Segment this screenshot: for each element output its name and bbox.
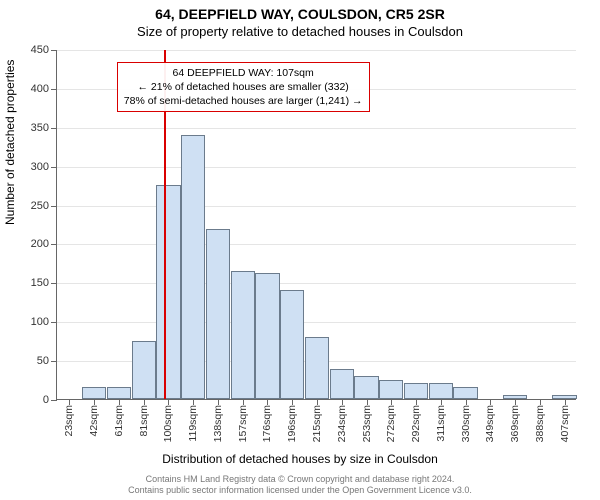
y-tick: [51, 283, 57, 284]
histogram-bar: [206, 229, 230, 399]
y-tick-label: 100: [31, 316, 49, 328]
gridline: [57, 167, 576, 168]
x-tick-label: 311sqm: [435, 405, 447, 442]
chart-title-line2: Size of property relative to detached ho…: [0, 22, 600, 39]
x-axis-title: Distribution of detached houses by size …: [0, 452, 600, 466]
histogram-bar: [255, 273, 279, 399]
gridline: [57, 283, 576, 284]
y-tick-label: 50: [37, 355, 49, 367]
y-tick: [51, 244, 57, 245]
x-tick-label: 61sqm: [113, 405, 125, 437]
chart-title-line1: 64, DEEPFIELD WAY, COULSDON, CR5 2SR: [0, 0, 600, 22]
histogram-bar: [305, 337, 329, 399]
y-tick: [51, 400, 57, 401]
y-tick-label: 200: [31, 238, 49, 250]
x-tick-label: 330sqm: [460, 405, 472, 442]
gridline: [57, 322, 576, 323]
x-tick-label: 369sqm: [509, 405, 521, 442]
gridline: [57, 244, 576, 245]
gridline: [57, 206, 576, 207]
histogram-bar: [429, 383, 453, 399]
x-tick-label: 388sqm: [534, 405, 546, 442]
y-tick-label: 300: [31, 161, 49, 173]
x-tick-label: 42sqm: [88, 405, 100, 437]
y-tick-label: 400: [31, 83, 49, 95]
histogram-bar: [453, 387, 477, 399]
annotation-line1: 64 DEEPFIELD WAY: 107sqm: [124, 66, 363, 80]
annotation-box: 64 DEEPFIELD WAY: 107sqm← 21% of detache…: [117, 62, 370, 113]
x-tick-label: 138sqm: [212, 405, 224, 442]
x-tick-label: 196sqm: [286, 405, 298, 442]
y-tick-label: 350: [31, 122, 49, 134]
x-tick-label: 176sqm: [261, 405, 273, 442]
x-tick-label: 119sqm: [187, 405, 199, 442]
footer-line2: Contains public sector information licen…: [0, 485, 600, 496]
x-tick-label: 349sqm: [484, 405, 496, 442]
plot-area: 05010015020025030035040045023sqm42sqm61s…: [56, 50, 576, 400]
y-tick-label: 450: [31, 44, 49, 56]
y-tick-label: 0: [43, 394, 49, 406]
y-tick: [51, 128, 57, 129]
histogram-bar: [82, 387, 106, 399]
x-tick-label: 157sqm: [237, 405, 249, 442]
histogram-bar: [132, 341, 156, 399]
y-tick-label: 250: [31, 200, 49, 212]
x-tick-label: 272sqm: [385, 405, 397, 442]
x-tick-label: 292sqm: [410, 405, 422, 442]
histogram-bar: [379, 380, 403, 399]
footer-line1: Contains HM Land Registry data © Crown c…: [0, 474, 600, 485]
gridline: [57, 128, 576, 129]
x-tick-label: 100sqm: [162, 405, 174, 442]
histogram-bar: [330, 369, 354, 399]
annotation-line2: ← 21% of detached houses are smaller (33…: [124, 80, 363, 94]
x-tick-label: 81sqm: [138, 405, 150, 437]
histogram-bar: [280, 290, 304, 399]
histogram-bar: [231, 271, 255, 399]
x-tick-label: 234sqm: [336, 405, 348, 442]
x-tick-label: 23sqm: [63, 405, 75, 437]
y-axis-title: Number of detached properties: [3, 60, 17, 225]
histogram-bar: [354, 376, 378, 399]
y-tick-label: 150: [31, 277, 49, 289]
y-tick: [51, 167, 57, 168]
y-tick: [51, 322, 57, 323]
x-tick-label: 253sqm: [361, 405, 373, 442]
x-tick-label: 215sqm: [311, 405, 323, 442]
y-tick: [51, 50, 57, 51]
x-tick-label: 407sqm: [559, 405, 571, 442]
histogram-bar: [107, 387, 131, 399]
y-tick: [51, 206, 57, 207]
y-tick: [51, 361, 57, 362]
histogram-bar: [404, 383, 428, 399]
y-tick: [51, 89, 57, 90]
annotation-line3: 78% of semi-detached houses are larger (…: [124, 94, 363, 108]
footer-attribution: Contains HM Land Registry data © Crown c…: [0, 474, 600, 497]
gridline: [57, 50, 576, 51]
histogram-bar: [181, 135, 205, 399]
histogram-bar: [156, 185, 180, 399]
